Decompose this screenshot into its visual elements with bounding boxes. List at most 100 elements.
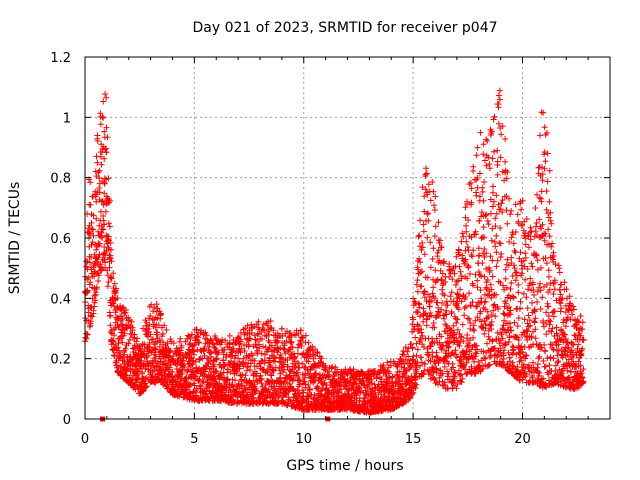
data-point: [98, 198, 105, 205]
data-point: [482, 321, 489, 328]
data-point: [109, 299, 115, 306]
data-point: [431, 358, 438, 365]
data-points: [82, 87, 587, 422]
data-point: [523, 294, 530, 301]
data-point: [447, 293, 454, 300]
data-point: [487, 196, 494, 203]
data-point: [539, 177, 546, 184]
data-point: [555, 347, 562, 354]
data-point: [422, 171, 429, 178]
data-point: [515, 315, 522, 321]
data-point: [274, 337, 281, 344]
data-point: [498, 251, 505, 257]
data-point: [452, 282, 459, 288]
data-point: [299, 360, 306, 367]
data-point: [564, 367, 571, 374]
data-point: [133, 379, 140, 386]
data-point: [435, 219, 442, 226]
data-point: [547, 341, 554, 348]
data-point: [295, 341, 302, 348]
data-point: [251, 357, 258, 364]
data-point: [450, 379, 457, 386]
data-point: [493, 192, 500, 199]
data-point: [95, 254, 102, 261]
data-point: [508, 327, 515, 334]
data-point: [523, 352, 530, 359]
data-point: [410, 295, 417, 302]
data-point: [525, 232, 532, 239]
data-point: [531, 307, 538, 314]
data-point: [482, 212, 489, 219]
data-point: [89, 313, 96, 320]
data-point: [525, 312, 532, 319]
data-point: [211, 363, 217, 370]
data-point: [202, 329, 209, 336]
data-point: [429, 290, 436, 297]
data-point: [294, 369, 301, 376]
data-point: [437, 237, 443, 244]
data-point: [494, 257, 501, 264]
data-point: [99, 197, 106, 204]
data-point: [96, 189, 103, 196]
x-tick-label: 10: [295, 432, 312, 447]
data-point: [472, 353, 479, 360]
data-point: [493, 232, 500, 239]
data-point: [474, 284, 481, 291]
data-point: [486, 361, 493, 368]
data-point: [502, 266, 509, 273]
data-point: [265, 318, 271, 325]
data-point: [114, 314, 121, 321]
data-point: [152, 351, 159, 358]
data-point: [102, 208, 109, 215]
data-point: [474, 277, 481, 284]
data-point: [167, 347, 174, 354]
data-point: [192, 358, 199, 365]
data-point: [484, 315, 490, 322]
data-point: [200, 378, 207, 385]
data-point: [254, 337, 260, 344]
data-point: [522, 254, 529, 261]
data-point: [262, 351, 268, 358]
y-tick-label: 0.8: [50, 172, 71, 187]
data-point: [495, 305, 502, 312]
data-point: [94, 159, 101, 166]
data-point: [495, 92, 502, 99]
data-point: [423, 165, 429, 172]
data-point: [538, 265, 544, 271]
data-point: [480, 224, 487, 231]
data-point: [256, 341, 263, 348]
data-point: [298, 342, 305, 349]
data-point: [476, 217, 483, 224]
data-point: [467, 337, 473, 343]
data-point: [491, 345, 497, 352]
data-point: [258, 350, 265, 357]
data-point: [470, 247, 477, 254]
data-point: [543, 281, 550, 288]
data-point: [460, 338, 467, 345]
data-point: [300, 389, 307, 396]
data-point: [441, 381, 448, 388]
data-point: [105, 279, 112, 285]
data-point: [149, 336, 156, 343]
data-point: [547, 318, 554, 325]
data-point: [480, 151, 487, 158]
data-point: [510, 293, 516, 300]
data-point: [534, 361, 541, 368]
data-point: [475, 245, 482, 252]
data-point: [515, 337, 522, 343]
data-point: [474, 144, 481, 151]
data-point: [429, 179, 436, 185]
data-point: [422, 186, 429, 193]
data-point: [302, 332, 309, 339]
data-point: [147, 313, 154, 319]
data-point: [450, 364, 457, 371]
data-point: [454, 316, 461, 323]
data-point: [430, 284, 437, 291]
data-point: [195, 340, 202, 346]
data-point: [468, 199, 475, 206]
data-point: [378, 376, 385, 383]
data-point: [571, 306, 577, 313]
data-point: [545, 226, 552, 233]
data-point: [220, 357, 227, 364]
data-point: [524, 337, 531, 343]
